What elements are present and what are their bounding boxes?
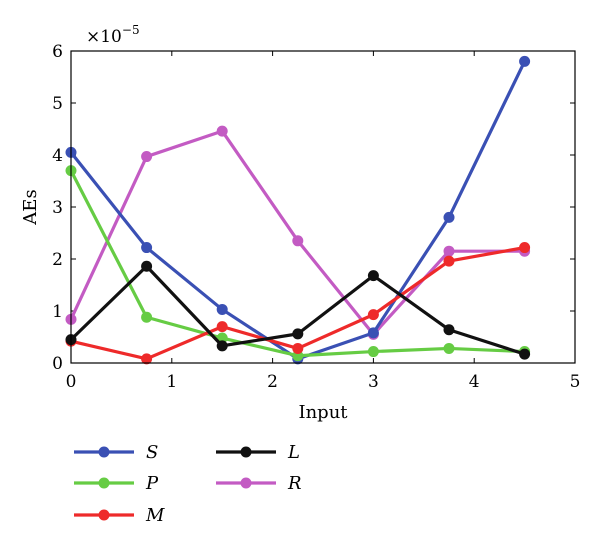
legend-label-S: S xyxy=(146,442,158,463)
data-point-R xyxy=(443,245,455,257)
data-point-M xyxy=(216,321,228,333)
data-point-M xyxy=(443,255,455,267)
y-axis-title: AEs xyxy=(20,189,41,225)
legend-item-R: R xyxy=(216,473,302,494)
plot-area-frame xyxy=(70,50,576,364)
data-point-L xyxy=(367,270,379,282)
y-multiplier: ×10−5 xyxy=(86,23,140,47)
data-point-S xyxy=(367,327,379,339)
legend-item-M: M xyxy=(74,505,165,526)
data-point-L xyxy=(519,348,531,360)
data-point-M xyxy=(519,242,531,254)
data-point-L xyxy=(141,260,153,272)
legend-label-M: M xyxy=(145,505,165,526)
legend-marker-L xyxy=(240,446,252,458)
series-S xyxy=(65,55,531,365)
data-point-S xyxy=(141,242,153,254)
x-axis-title: Input xyxy=(298,402,348,423)
legend-label-L: L xyxy=(287,442,300,463)
data-point-S xyxy=(519,55,531,67)
y-tick-label: 4 xyxy=(52,146,63,166)
y-tick-label: 0 xyxy=(52,354,63,374)
legend-item-S: S xyxy=(74,442,158,463)
x-tick-labels: 0 1 2 3 4 5 xyxy=(66,372,581,392)
y-tick-label: 3 xyxy=(52,198,63,218)
y-tick-label: 5 xyxy=(52,94,63,114)
legend: SPM LR xyxy=(74,442,302,526)
legend-marker-S xyxy=(98,446,110,458)
x-tick-label: 5 xyxy=(570,372,581,392)
x-tick-label: 3 xyxy=(368,372,379,392)
data-point-P xyxy=(443,342,455,354)
data-point-S xyxy=(443,211,455,223)
y-tick-label: 2 xyxy=(52,250,63,270)
data-point-M xyxy=(292,342,304,354)
legend-marker-R xyxy=(240,477,252,489)
data-point-L xyxy=(292,328,304,340)
data-point-R xyxy=(216,125,228,137)
data-point-M xyxy=(367,309,379,321)
legend-item-L: L xyxy=(216,442,300,463)
series-line-S xyxy=(69,60,527,361)
x-tick-label: 0 xyxy=(66,372,77,392)
data-point-P xyxy=(141,311,153,323)
data-point-L xyxy=(216,340,228,352)
series-M xyxy=(65,242,531,365)
series-layer xyxy=(65,55,531,365)
legend-label-R: R xyxy=(287,473,302,494)
data-point-R xyxy=(141,151,153,163)
x-tick-label: 1 xyxy=(166,372,177,392)
legend-item-P: P xyxy=(74,473,159,494)
y-tick-labels: 0 1 2 3 4 5 6 xyxy=(52,42,63,374)
x-tick-label: 4 xyxy=(469,372,480,392)
y-tick-label: 1 xyxy=(52,302,63,322)
data-point-M xyxy=(141,353,153,365)
data-point-L xyxy=(443,324,455,336)
x-tick-label: 2 xyxy=(267,372,278,392)
legend-label-P: P xyxy=(145,473,159,494)
series-line-L xyxy=(69,264,526,356)
data-point-S xyxy=(216,303,228,315)
data-point-P xyxy=(367,346,379,358)
legend-marker-P xyxy=(98,477,110,489)
data-point-R xyxy=(292,235,304,247)
y-tick-label: 6 xyxy=(52,42,63,62)
legend-marker-M xyxy=(98,509,110,521)
